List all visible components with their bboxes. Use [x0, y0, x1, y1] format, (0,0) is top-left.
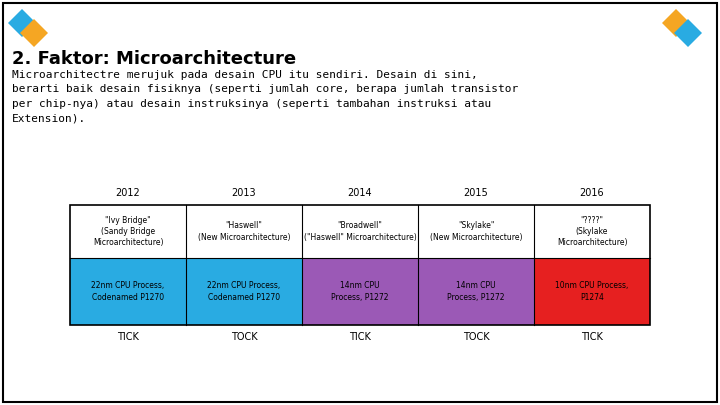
Text: 2016: 2016	[580, 188, 604, 198]
Bar	[70, 205, 650, 325]
Text: "Skylake"
(New Microarchitecture): "Skylake" (New Microarchitecture)	[430, 222, 522, 241]
Polygon shape	[20, 19, 48, 47]
Text: "????"
(Skylake
Microarchitecture): "????" (Skylake Microarchitecture)	[557, 216, 627, 247]
Text: 2014: 2014	[348, 188, 372, 198]
Polygon shape	[674, 19, 702, 47]
Text: 2. Faktor: Microarchitecture: 2. Faktor: Microarchitecture	[12, 50, 296, 68]
Bar	[70, 258, 186, 325]
Text: Microarchitectre merujuk pada desain CPU itu sendiri. Desain di sini,
berarti ba: Microarchitectre merujuk pada desain CPU…	[12, 70, 518, 123]
Text: 2012: 2012	[116, 188, 140, 198]
Bar	[534, 258, 650, 325]
Bar	[302, 258, 418, 325]
Text: 10nm CPU Process,
P1274: 10nm CPU Process, P1274	[555, 281, 629, 302]
Text: "Haswell"
(New Microarchitecture): "Haswell" (New Microarchitecture)	[198, 222, 290, 241]
Bar	[186, 258, 302, 325]
Text: "Broadwell"
("Haswell" Microarchitecture): "Broadwell" ("Haswell" Microarchitecture…	[304, 222, 416, 241]
Text: 14nm CPU
Process, P1272: 14nm CPU Process, P1272	[331, 281, 389, 302]
Text: TOCK: TOCK	[230, 332, 257, 342]
Text: 2013: 2013	[232, 188, 256, 198]
Text: 14nm CPU
Process, P1272: 14nm CPU Process, P1272	[447, 281, 505, 302]
Text: 22nm CPU Process,
Codenamed P1270: 22nm CPU Process, Codenamed P1270	[91, 281, 165, 302]
Text: TOCK: TOCK	[463, 332, 490, 342]
Text: TICK: TICK	[349, 332, 371, 342]
Polygon shape	[8, 9, 36, 37]
Text: 22nm CPU Process,
Codenamed P1270: 22nm CPU Process, Codenamed P1270	[207, 281, 281, 302]
Text: TICK: TICK	[117, 332, 139, 342]
Text: 2015: 2015	[464, 188, 488, 198]
Polygon shape	[662, 9, 690, 37]
Text: TICK: TICK	[581, 332, 603, 342]
Bar	[418, 258, 534, 325]
Text: "Ivy Bridge"
(Sandy Bridge
Microarchitecture): "Ivy Bridge" (Sandy Bridge Microarchitec…	[93, 216, 163, 247]
Bar	[70, 205, 650, 258]
